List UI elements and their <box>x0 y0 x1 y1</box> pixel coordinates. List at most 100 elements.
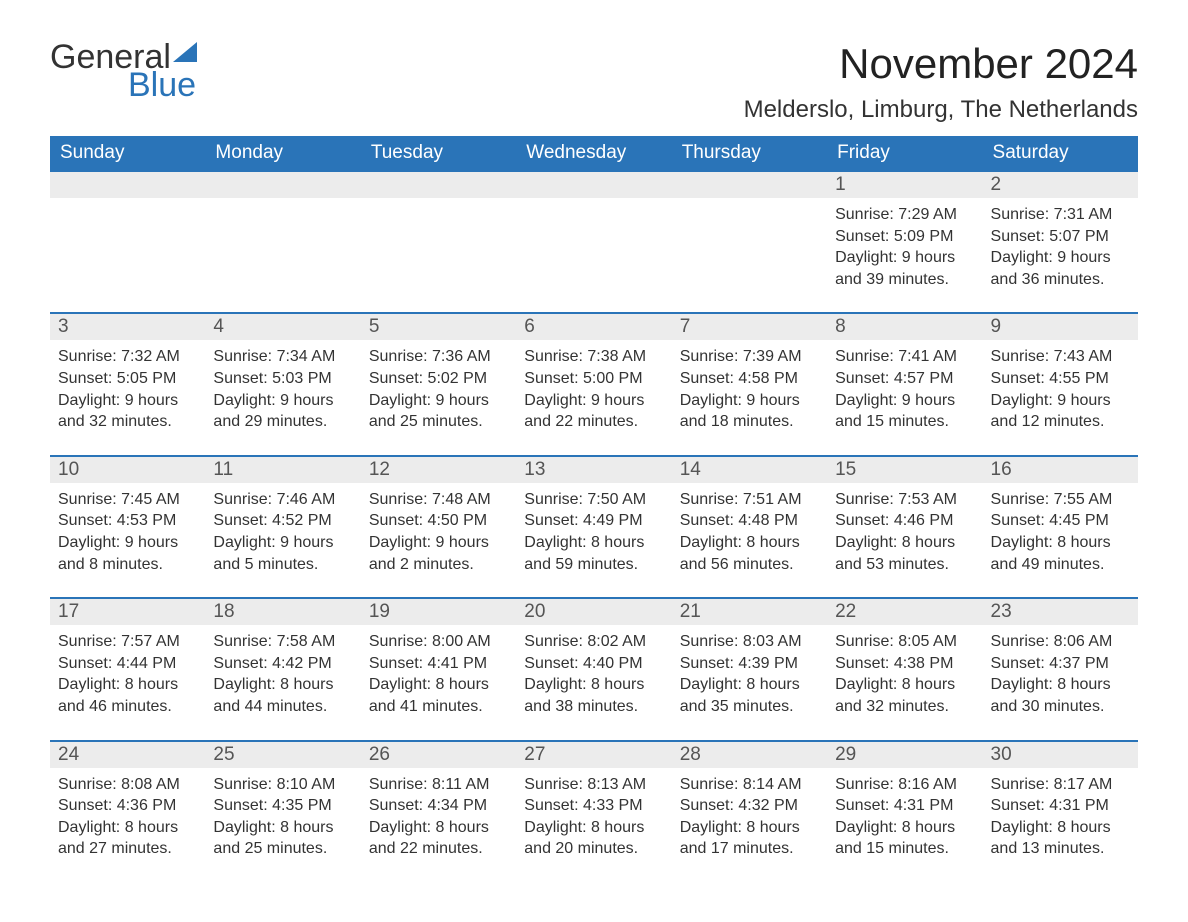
day-number: 5 <box>361 314 516 340</box>
day-sunset: Sunset: 4:46 PM <box>835 510 974 532</box>
day-sunrise: Sunrise: 8:10 AM <box>213 774 352 796</box>
empty-day-bar <box>50 170 205 198</box>
day-cell <box>205 170 360 312</box>
day-day1: Daylight: 8 hours <box>58 817 197 839</box>
day-number: 10 <box>50 457 205 483</box>
day-day2: and 29 minutes. <box>213 411 352 433</box>
day-content: Sunrise: 7:39 AMSunset: 4:58 PMDaylight:… <box>672 340 827 432</box>
day-day1: Daylight: 8 hours <box>991 674 1130 696</box>
day-cell: 1Sunrise: 7:29 AMSunset: 5:09 PMDaylight… <box>827 170 982 312</box>
day-day1: Daylight: 8 hours <box>369 817 508 839</box>
day-header: Friday <box>827 136 982 170</box>
day-cell: 30Sunrise: 8:17 AMSunset: 4:31 PMDayligh… <box>983 740 1138 882</box>
day-sunset: Sunset: 4:35 PM <box>213 795 352 817</box>
day-sunrise: Sunrise: 8:11 AM <box>369 774 508 796</box>
day-sunrise: Sunrise: 7:38 AM <box>524 346 663 368</box>
day-cell: 4Sunrise: 7:34 AMSunset: 5:03 PMDaylight… <box>205 312 360 454</box>
day-day1: Daylight: 8 hours <box>213 674 352 696</box>
day-number: 22 <box>827 599 982 625</box>
day-cell: 12Sunrise: 7:48 AMSunset: 4:50 PMDayligh… <box>361 455 516 597</box>
day-cell: 17Sunrise: 7:57 AMSunset: 4:44 PMDayligh… <box>50 597 205 739</box>
week-row: 17Sunrise: 7:57 AMSunset: 4:44 PMDayligh… <box>50 597 1138 739</box>
day-day2: and 56 minutes. <box>680 554 819 576</box>
day-number: 13 <box>516 457 671 483</box>
day-day2: and 8 minutes. <box>58 554 197 576</box>
day-day2: and 25 minutes. <box>213 838 352 860</box>
day-sunrise: Sunrise: 7:45 AM <box>58 489 197 511</box>
day-day2: and 35 minutes. <box>680 696 819 718</box>
day-day2: and 53 minutes. <box>835 554 974 576</box>
day-sunrise: Sunrise: 7:58 AM <box>213 631 352 653</box>
day-sunrise: Sunrise: 7:50 AM <box>524 489 663 511</box>
day-day1: Daylight: 8 hours <box>213 817 352 839</box>
day-number: 12 <box>361 457 516 483</box>
day-sunset: Sunset: 5:03 PM <box>213 368 352 390</box>
day-day2: and 59 minutes. <box>524 554 663 576</box>
day-day1: Daylight: 9 hours <box>991 390 1130 412</box>
day-number: 4 <box>205 314 360 340</box>
day-day1: Daylight: 9 hours <box>58 532 197 554</box>
day-number: 14 <box>672 457 827 483</box>
page-title: November 2024 <box>744 40 1138 88</box>
day-sunrise: Sunrise: 7:51 AM <box>680 489 819 511</box>
day-day2: and 41 minutes. <box>369 696 508 718</box>
day-content: Sunrise: 7:51 AMSunset: 4:48 PMDaylight:… <box>672 483 827 575</box>
empty-day-bar <box>672 170 827 198</box>
day-content: Sunrise: 7:46 AMSunset: 4:52 PMDaylight:… <box>205 483 360 575</box>
day-content: Sunrise: 7:57 AMSunset: 4:44 PMDaylight:… <box>50 625 205 717</box>
day-day2: and 22 minutes. <box>524 411 663 433</box>
day-sunset: Sunset: 4:44 PM <box>58 653 197 675</box>
day-header: Thursday <box>672 136 827 170</box>
day-day1: Daylight: 8 hours <box>835 817 974 839</box>
day-day1: Daylight: 8 hours <box>835 674 974 696</box>
day-header: Saturday <box>983 136 1138 170</box>
day-day1: Daylight: 9 hours <box>835 247 974 269</box>
day-content: Sunrise: 7:50 AMSunset: 4:49 PMDaylight:… <box>516 483 671 575</box>
day-cell: 23Sunrise: 8:06 AMSunset: 4:37 PMDayligh… <box>983 597 1138 739</box>
day-number: 17 <box>50 599 205 625</box>
day-sunrise: Sunrise: 8:17 AM <box>991 774 1130 796</box>
day-cell: 26Sunrise: 8:11 AMSunset: 4:34 PMDayligh… <box>361 740 516 882</box>
day-sunset: Sunset: 4:58 PM <box>680 368 819 390</box>
day-day1: Daylight: 9 hours <box>835 390 974 412</box>
day-sunset: Sunset: 5:09 PM <box>835 226 974 248</box>
day-sunset: Sunset: 4:39 PM <box>680 653 819 675</box>
day-sunset: Sunset: 5:07 PM <box>991 226 1130 248</box>
day-day1: Daylight: 9 hours <box>369 390 508 412</box>
day-content: Sunrise: 8:02 AMSunset: 4:40 PMDaylight:… <box>516 625 671 717</box>
week-row: 3Sunrise: 7:32 AMSunset: 5:05 PMDaylight… <box>50 312 1138 454</box>
day-cell: 11Sunrise: 7:46 AMSunset: 4:52 PMDayligh… <box>205 455 360 597</box>
day-sunrise: Sunrise: 7:57 AM <box>58 631 197 653</box>
day-number: 19 <box>361 599 516 625</box>
day-cell: 15Sunrise: 7:53 AMSunset: 4:46 PMDayligh… <box>827 455 982 597</box>
day-content: Sunrise: 8:17 AMSunset: 4:31 PMDaylight:… <box>983 768 1138 860</box>
week-row: 10Sunrise: 7:45 AMSunset: 4:53 PMDayligh… <box>50 455 1138 597</box>
day-content: Sunrise: 7:32 AMSunset: 5:05 PMDaylight:… <box>50 340 205 432</box>
day-sunset: Sunset: 4:55 PM <box>991 368 1130 390</box>
day-number: 1 <box>827 172 982 198</box>
day-sunrise: Sunrise: 7:41 AM <box>835 346 974 368</box>
day-day2: and 20 minutes. <box>524 838 663 860</box>
day-cell: 6Sunrise: 7:38 AMSunset: 5:00 PMDaylight… <box>516 312 671 454</box>
day-day1: Daylight: 9 hours <box>369 532 508 554</box>
day-sunset: Sunset: 4:32 PM <box>680 795 819 817</box>
day-sunrise: Sunrise: 7:39 AM <box>680 346 819 368</box>
day-day1: Daylight: 9 hours <box>991 247 1130 269</box>
day-sunrise: Sunrise: 8:08 AM <box>58 774 197 796</box>
day-cell: 29Sunrise: 8:16 AMSunset: 4:31 PMDayligh… <box>827 740 982 882</box>
day-day1: Daylight: 8 hours <box>991 532 1130 554</box>
day-day1: Daylight: 9 hours <box>213 390 352 412</box>
day-sunset: Sunset: 4:40 PM <box>524 653 663 675</box>
day-sunrise: Sunrise: 7:36 AM <box>369 346 508 368</box>
empty-day-bar <box>361 170 516 198</box>
day-cell: 25Sunrise: 8:10 AMSunset: 4:35 PMDayligh… <box>205 740 360 882</box>
day-content: Sunrise: 7:55 AMSunset: 4:45 PMDaylight:… <box>983 483 1138 575</box>
day-content: Sunrise: 8:14 AMSunset: 4:32 PMDaylight:… <box>672 768 827 860</box>
day-cell: 19Sunrise: 8:00 AMSunset: 4:41 PMDayligh… <box>361 597 516 739</box>
day-sunrise: Sunrise: 7:48 AM <box>369 489 508 511</box>
day-cell: 9Sunrise: 7:43 AMSunset: 4:55 PMDaylight… <box>983 312 1138 454</box>
day-sunrise: Sunrise: 7:32 AM <box>58 346 197 368</box>
day-day1: Daylight: 8 hours <box>524 674 663 696</box>
day-cell: 27Sunrise: 8:13 AMSunset: 4:33 PMDayligh… <box>516 740 671 882</box>
day-cell: 22Sunrise: 8:05 AMSunset: 4:38 PMDayligh… <box>827 597 982 739</box>
